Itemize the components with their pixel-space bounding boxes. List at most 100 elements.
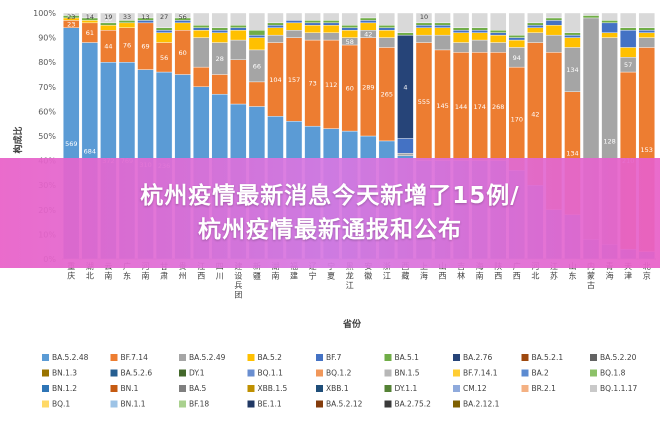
bar-segment: [490, 12, 507, 31]
data-label: 13: [141, 12, 149, 20]
legend-item: BN.1.1: [110, 400, 146, 409]
legend-item: BA.5.2.49: [179, 353, 226, 362]
data-label: 112: [325, 81, 337, 89]
bar-segment: [285, 12, 303, 21]
legend-item: XBB.1.5: [247, 384, 287, 393]
legend-item: BF.7: [316, 353, 342, 362]
legend-swatch: [42, 369, 49, 377]
data-label: 42: [531, 110, 539, 118]
legend-item: BQ.1.1.17: [590, 384, 638, 393]
headline-line-1: 杭州疫情最新消息今天新增了15例/: [140, 183, 520, 209]
bar-segment: [434, 34, 451, 51]
legend-item: BA.5.2.20: [590, 353, 637, 362]
legend-item: BA.5: [179, 384, 207, 393]
legend-label: BA.5.2.48: [52, 353, 89, 362]
bar-segment: [322, 20, 340, 24]
bar-segment: [248, 12, 266, 31]
bar-segment: [137, 12, 154, 19]
bar-segment: [248, 81, 266, 107]
legend-swatch: [453, 400, 460, 408]
bar-segment: [193, 37, 210, 68]
bar-segment: [378, 30, 396, 38]
data-label: 19: [104, 13, 112, 21]
y-tick-label: 50%: [38, 132, 56, 141]
legend-label: DY.1.1: [395, 384, 418, 393]
legend-label: BA.2: [532, 369, 550, 378]
legend-swatch: [110, 369, 118, 377]
data-label: 157: [288, 76, 300, 84]
bar-segment: [601, 32, 618, 38]
bar-segment: [304, 32, 321, 41]
bar-segment: [211, 27, 228, 31]
data-label: 144: [455, 103, 467, 111]
bar-segment: [155, 12, 173, 28]
legend-label: XBB.1: [326, 384, 349, 393]
data-label: 134: [566, 150, 578, 158]
bar-segment: [285, 30, 303, 38]
data-label: 33: [123, 13, 131, 21]
legend-label: BN.1: [121, 384, 139, 393]
bar-segment: [193, 66, 210, 88]
bar-segment: [341, 12, 358, 26]
bar-segment: [193, 12, 210, 26]
bar-segment: [304, 25, 321, 33]
legend-item: XBB.1: [316, 384, 349, 393]
bar-segment: [564, 37, 581, 48]
legend-label: BE.1.1: [258, 400, 282, 409]
legend-label: BQ.1.1.17: [600, 384, 638, 393]
bar-segment: [434, 22, 451, 26]
legend-swatch: [316, 369, 323, 377]
legend-swatch: [384, 400, 392, 408]
bar-segment: [248, 34, 266, 38]
bar-segment: [341, 25, 358, 28]
data-label: 268: [492, 103, 504, 111]
legend-label: BN.1.3: [52, 369, 77, 378]
bar-segment: [155, 27, 173, 31]
data-label: 28: [216, 55, 224, 63]
legend-swatch: [453, 369, 460, 377]
bar-segment: [267, 27, 284, 36]
legend-item: BA.5.2.1: [521, 353, 563, 362]
bar-segment: [304, 20, 321, 24]
bar-segment: [322, 32, 340, 41]
legend-label: BA.2.76: [463, 353, 492, 362]
legend-label: BF.7.14.1: [463, 369, 498, 378]
bar-segment: [452, 30, 470, 33]
legend-label: BA.2.12.1: [463, 400, 500, 409]
data-label: 174: [473, 103, 485, 111]
legend-label: BR.2.1: [532, 384, 557, 393]
data-label: 57: [624, 61, 632, 69]
legend-swatch: [521, 385, 529, 392]
data-label: 23: [67, 13, 75, 21]
legend-swatch: [590, 354, 597, 361]
legend-item: BA.5.1: [384, 353, 420, 362]
bar-segment: [619, 27, 637, 31]
legend-swatch: [179, 400, 186, 408]
legend-item: BA.2.76: [453, 353, 492, 362]
y-tick-label: 90%: [38, 34, 56, 43]
legend-label: BA.5: [189, 384, 207, 393]
data-label: 58: [346, 38, 354, 46]
bar-segment: [248, 30, 266, 36]
bar-segment: [267, 34, 284, 43]
y-tick-label: 80%: [38, 58, 56, 67]
y-tick-label: 70%: [38, 83, 56, 92]
bar-segment: [638, 12, 655, 28]
bar-segment: [304, 12, 321, 21]
bar-segment: [341, 27, 358, 31]
bar-segment: [490, 32, 507, 36]
data-label: 44: [104, 43, 112, 51]
bar-segment: [174, 12, 191, 19]
legend-swatch: [179, 385, 186, 392]
legend-label: BA.5.1: [395, 353, 420, 362]
data-label: 19: [104, 14, 112, 22]
bar-segment: [230, 12, 247, 26]
bar-segment: [490, 30, 507, 33]
bar-segment: [434, 12, 451, 24]
bar-segment: [415, 25, 433, 28]
bar-segment: [267, 12, 284, 24]
legend-item: BQ.1.2: [316, 369, 352, 378]
bar-segment: [304, 22, 321, 26]
legend-swatch: [247, 400, 255, 408]
data-label: 60: [179, 49, 187, 57]
